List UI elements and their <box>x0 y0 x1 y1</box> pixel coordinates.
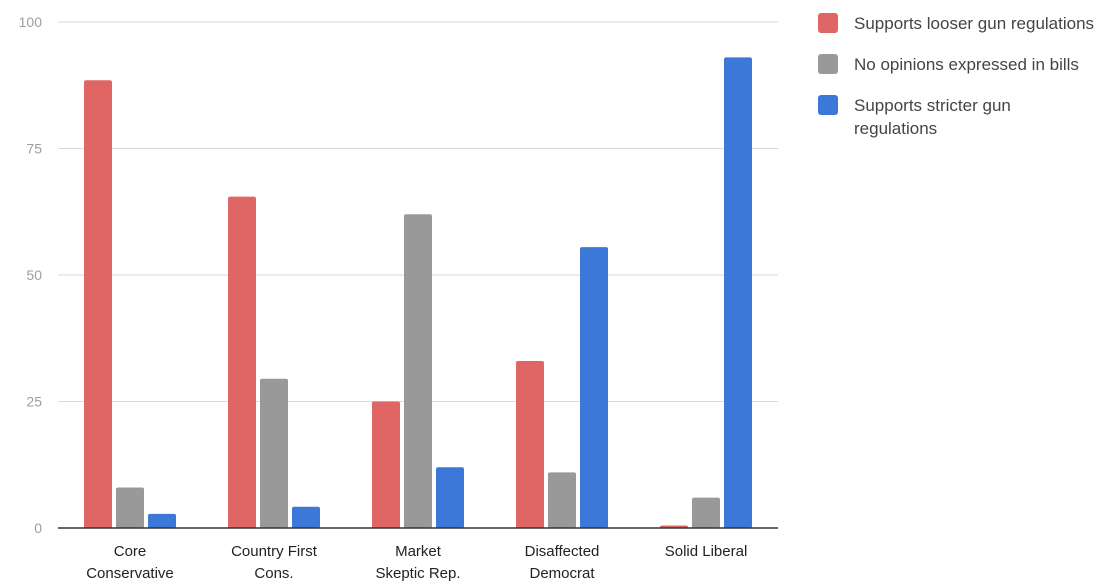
bar <box>404 214 432 528</box>
y-tick-label: 50 <box>26 267 42 283</box>
bar <box>292 506 320 528</box>
y-axis-ticks: 0 25 50 75 100 <box>19 14 43 536</box>
x-axis-categories: Core Conservative Country First Cons. Market… <box>86 543 747 582</box>
legend: Supports looser gun regulations No opinio… <box>818 12 1098 158</box>
bar <box>436 467 464 528</box>
x-category-label: Cons. <box>254 565 293 582</box>
x-category-label: Disaffected <box>525 543 600 560</box>
x-category-label: Core <box>114 543 147 560</box>
legend-swatch <box>818 95 838 115</box>
legend-label: No opinions expressed in bills <box>854 55 1079 74</box>
bar-chart: 0 25 50 75 100 Core Conservative Country First… <box>19 14 778 582</box>
x-category-label: Solid Liberal <box>665 543 748 560</box>
x-category-label: Country First <box>231 543 318 560</box>
y-tick-label: 100 <box>19 14 43 30</box>
legend-swatch <box>818 54 838 74</box>
legend-item: No opinions expressed in bills <box>818 53 1098 76</box>
bar <box>228 196 256 528</box>
bar <box>116 487 144 528</box>
y-tick-label: 0 <box>34 520 42 536</box>
x-category-label: Skeptic Rep. <box>375 565 460 582</box>
legend-label: Supports stricter gun regulations <box>854 96 1011 138</box>
bar <box>692 497 720 528</box>
x-category-label: Conservative <box>86 565 174 582</box>
legend-swatch <box>818 13 838 33</box>
legend-label: Supports looser gun regulations <box>854 14 1095 33</box>
x-category-label: Democrat <box>529 565 595 582</box>
bar <box>84 80 112 528</box>
bar <box>372 401 400 528</box>
y-tick-label: 75 <box>26 141 42 157</box>
legend-item: Supports stricter gun regulations <box>818 94 1098 140</box>
bars <box>84 57 752 529</box>
bar <box>724 57 752 529</box>
bar <box>148 513 176 528</box>
bar <box>580 247 608 529</box>
y-tick-label: 25 <box>26 394 42 410</box>
legend-item: Supports looser gun regulations <box>818 12 1098 35</box>
bar <box>260 378 288 528</box>
bar <box>516 361 544 528</box>
bar <box>548 472 576 528</box>
x-category-label: Market <box>395 543 442 560</box>
